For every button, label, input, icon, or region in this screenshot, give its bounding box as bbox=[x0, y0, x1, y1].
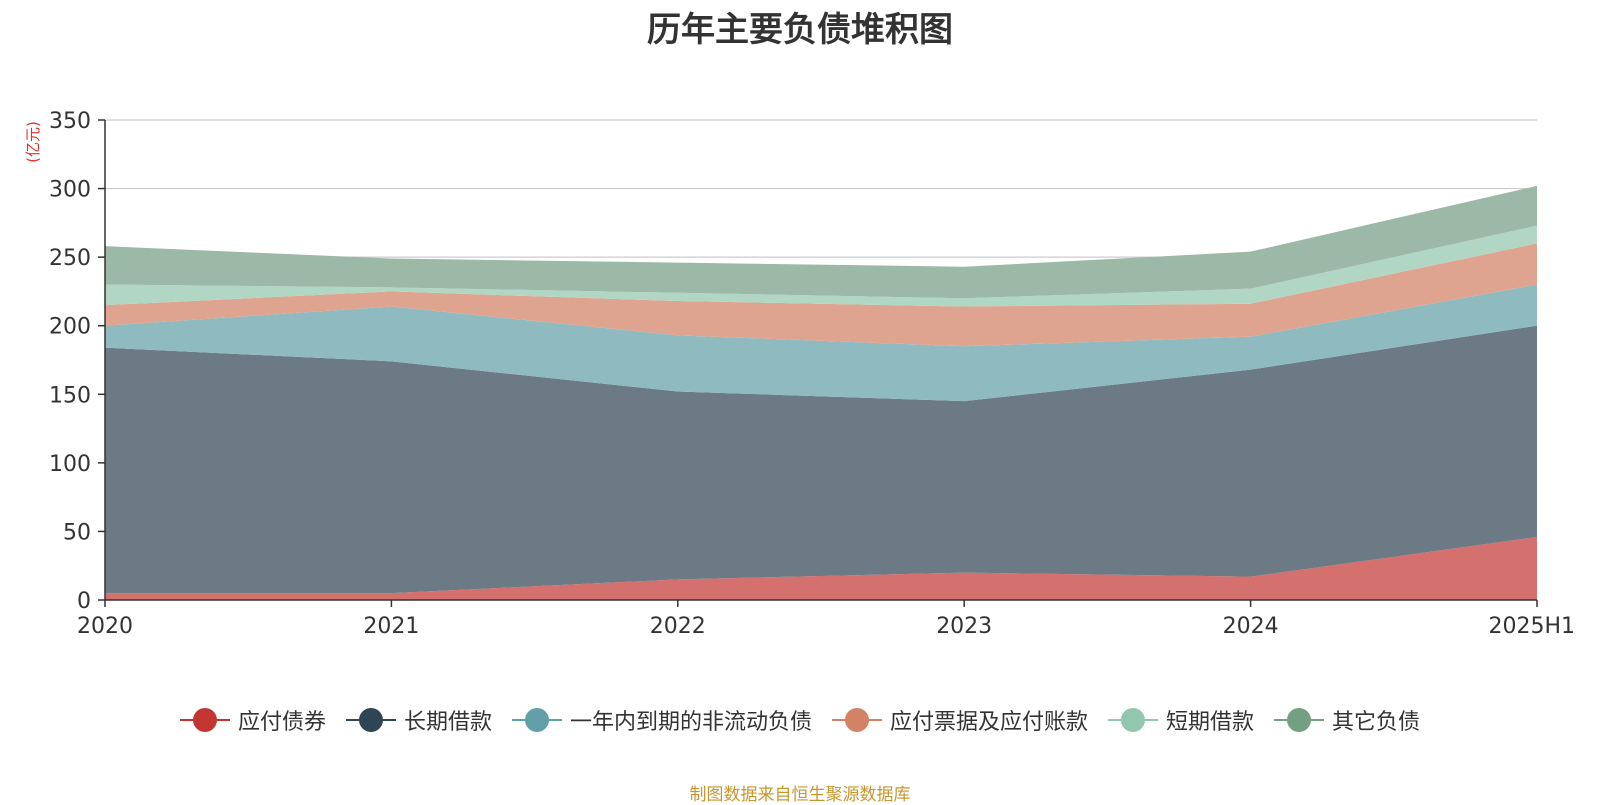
y-tick-label: 50 bbox=[63, 520, 91, 545]
legend-item[interactable]: 一年内到期的非流动负债 bbox=[511, 704, 812, 736]
y-tick-label: 350 bbox=[49, 109, 91, 134]
x-tick-label: 2020 bbox=[77, 614, 133, 639]
y-tick-label: 100 bbox=[49, 452, 91, 477]
area-series-layer bbox=[105, 185, 1537, 600]
y-tick-label: 0 bbox=[77, 589, 91, 614]
x-tick-label: 2024 bbox=[1223, 614, 1279, 639]
legend-label: 其它负债 bbox=[1332, 710, 1421, 735]
x-tick-label: 2021 bbox=[363, 614, 419, 639]
x-tick-label: 2022 bbox=[650, 614, 706, 639]
legend-item[interactable]: 长期借款 bbox=[345, 704, 492, 736]
area-series-6 bbox=[105, 185, 1537, 299]
legend-label: 一年内到期的非流动负债 bbox=[569, 710, 812, 735]
legend-label: 应付票据及应付账款 bbox=[890, 710, 1089, 735]
legend-label: 应付债券 bbox=[237, 710, 326, 735]
legend-label: 长期借款 bbox=[403, 710, 492, 735]
axes: 0 50 100 150 200 250 300 350 2020 2021 2022 2023 202… bbox=[49, 109, 1575, 639]
y-tick-label: 150 bbox=[49, 383, 91, 408]
x-tick-label: 2025H1 bbox=[1488, 614, 1575, 639]
area-series-2 bbox=[105, 325, 1537, 594]
legend-marker-icon bbox=[345, 708, 396, 732]
y-tick-label: 300 bbox=[49, 178, 91, 203]
legend-marker-icon bbox=[1108, 708, 1159, 732]
legend-item[interactable]: 应付债券 bbox=[179, 704, 326, 736]
area-series-3 bbox=[105, 284, 1537, 402]
legend-label: 短期借款 bbox=[1166, 710, 1255, 735]
legend: 应付债券 长期借款 一年内到期的非流动负债 应付票据及应付账款 短期借款 其它负债 bbox=[0, 704, 1600, 736]
x-tick-label: 2023 bbox=[936, 614, 992, 639]
legend-item[interactable]: 应付票据及应付账款 bbox=[832, 704, 1088, 736]
legend-item[interactable]: 其它负债 bbox=[1274, 704, 1420, 736]
legend-marker-icon bbox=[832, 708, 882, 732]
y-axis-unit-label: (亿元) bbox=[24, 121, 42, 163]
legend-marker-icon bbox=[179, 708, 230, 732]
y-tick-label: 250 bbox=[49, 246, 91, 271]
legend-item[interactable]: 短期借款 bbox=[1108, 704, 1254, 736]
legend-marker-icon bbox=[511, 708, 562, 732]
legend-marker-icon bbox=[1274, 708, 1325, 732]
y-tick-label: 200 bbox=[49, 315, 91, 340]
area-series-4 bbox=[105, 243, 1537, 347]
source-note: 制图数据来自恒生聚源数据库 bbox=[689, 785, 911, 805]
area-series-1 bbox=[105, 536, 1537, 600]
chart-title: 历年主要负债堆积图 bbox=[647, 10, 953, 50]
